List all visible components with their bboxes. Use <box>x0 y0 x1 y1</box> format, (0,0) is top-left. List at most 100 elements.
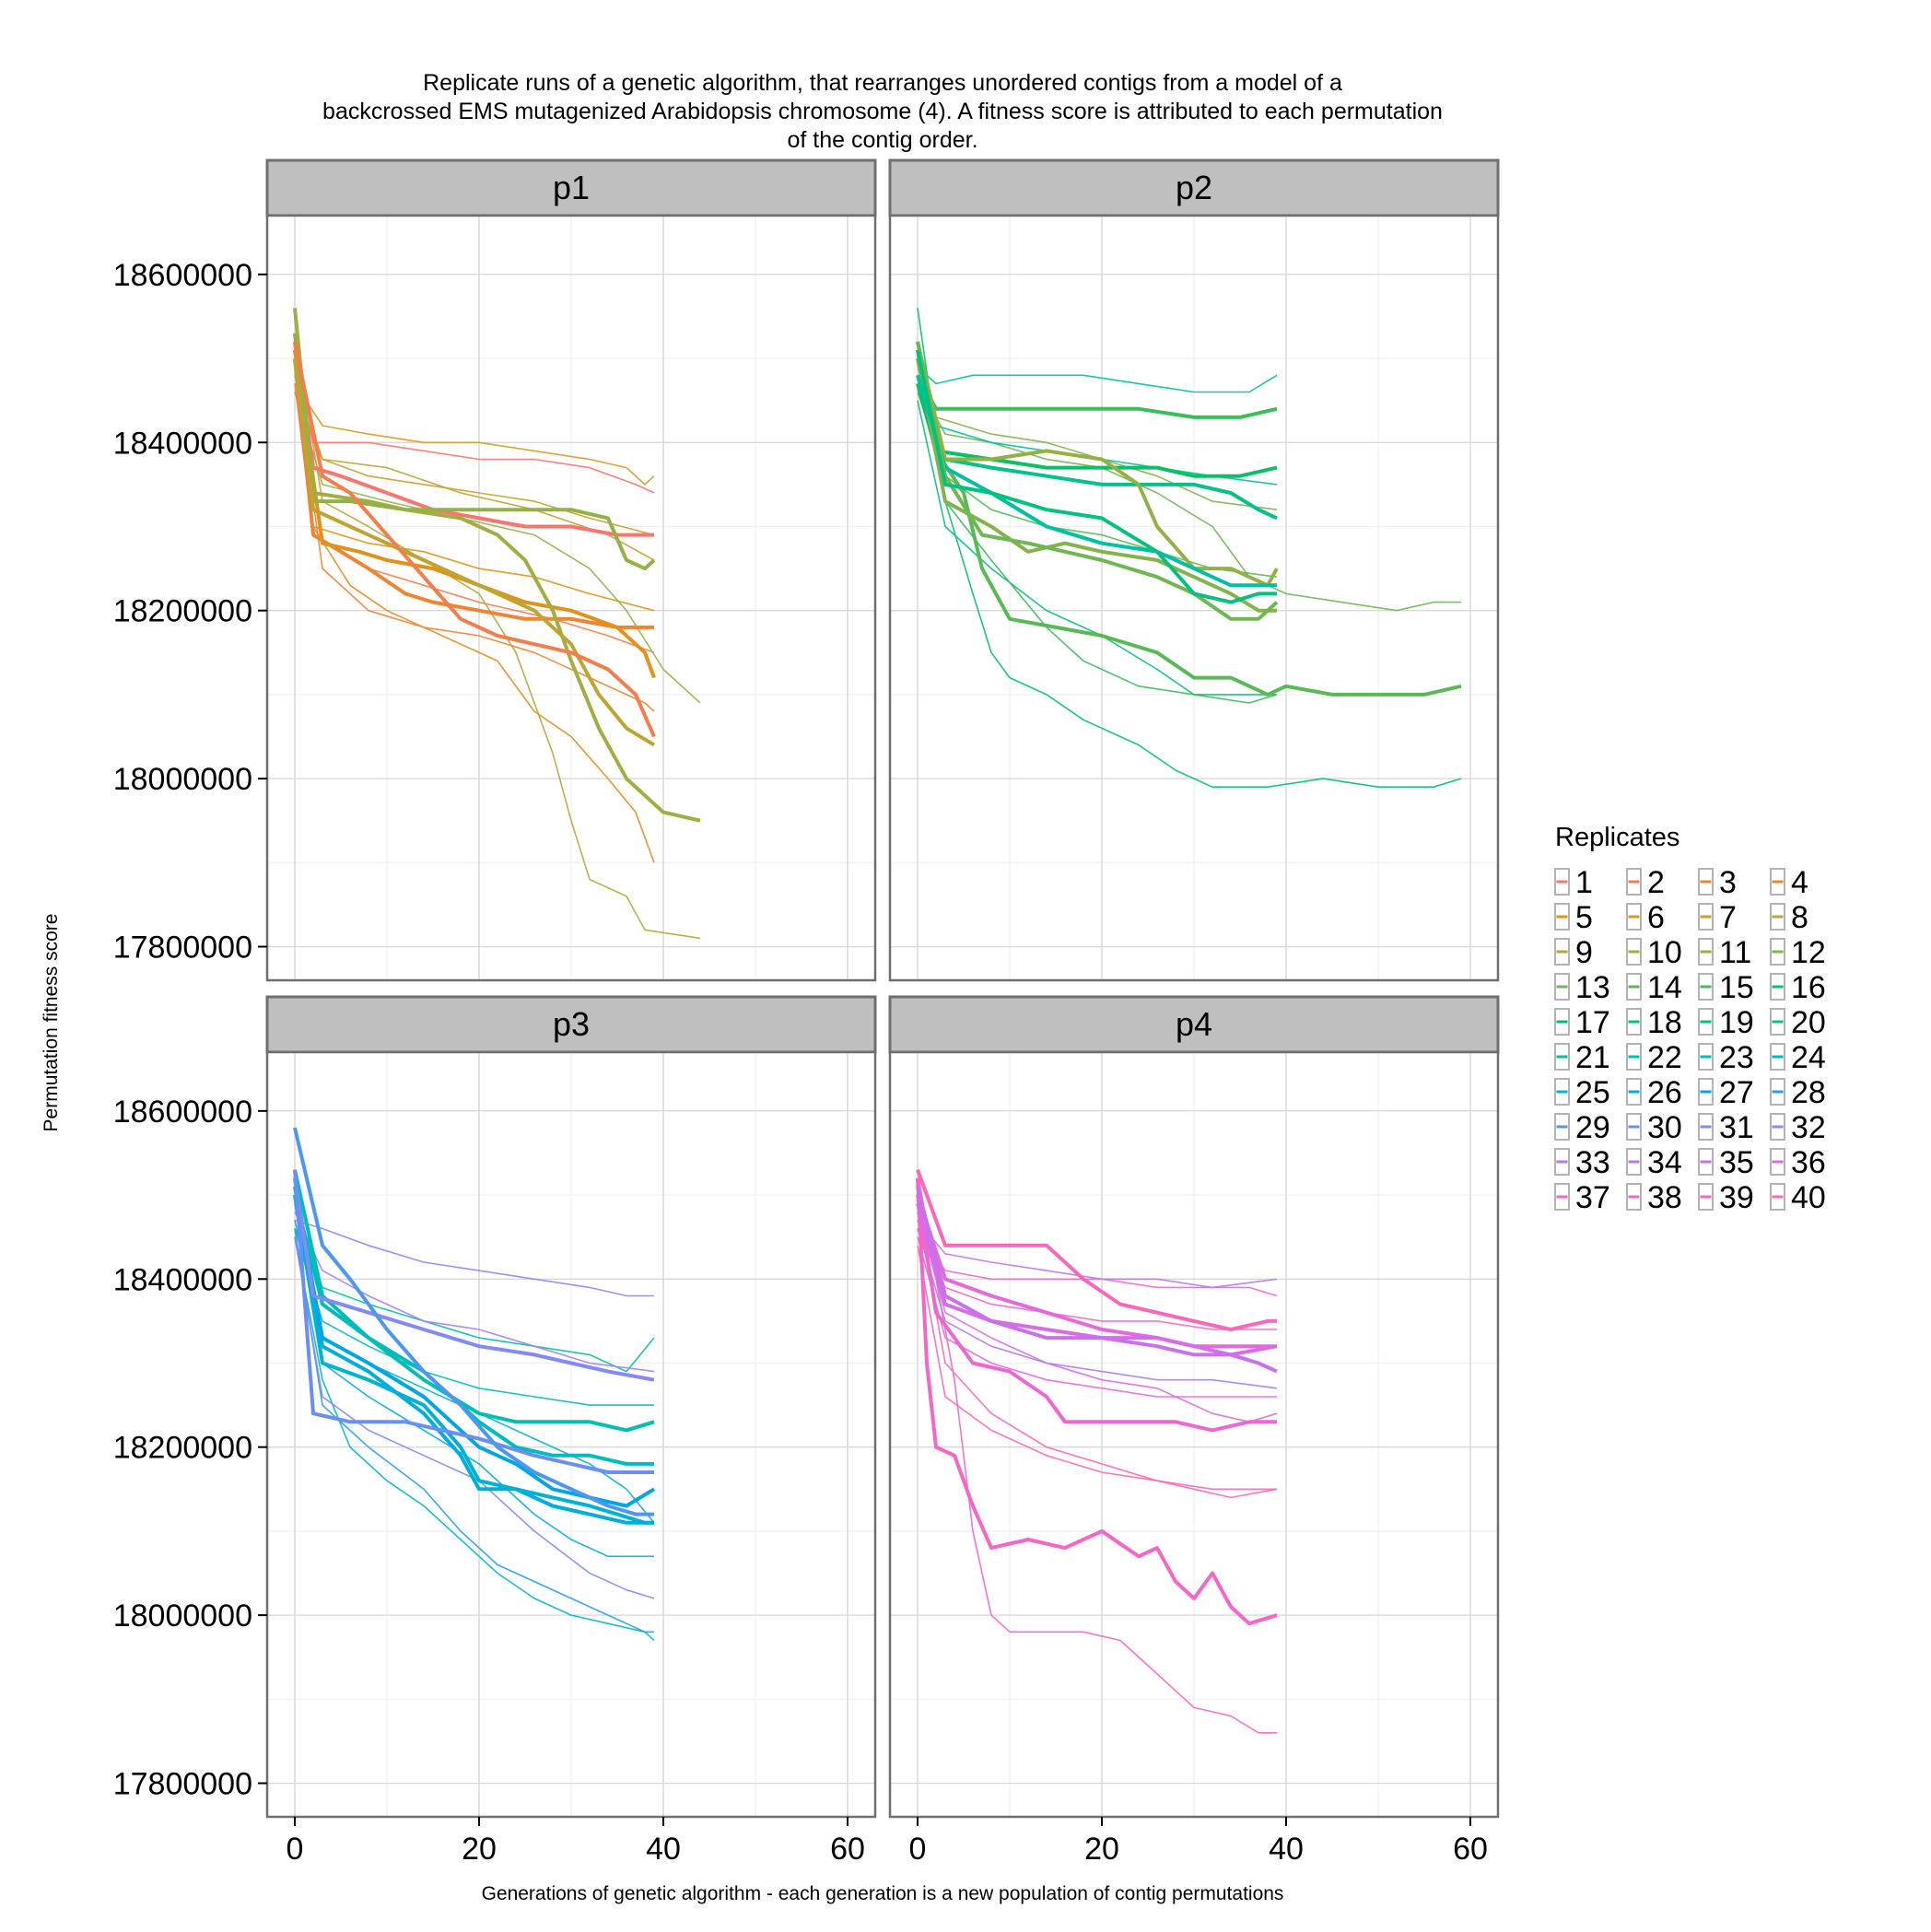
series-line <box>294 367 655 712</box>
legend-item-6: 6 <box>1626 900 1665 935</box>
legend-item-39: 39 <box>1698 1180 1754 1215</box>
series-line-bold <box>916 1169 1277 1331</box>
y-axis-title: Permutation fitness score <box>41 914 62 1132</box>
panel-p3: p3 <box>265 995 877 1819</box>
legend-item-22: 22 <box>1626 1040 1682 1075</box>
series-line <box>917 1212 1278 1423</box>
series-line-bold <box>916 1186 1278 1374</box>
series-line-bold <box>916 349 1462 697</box>
legend-item-12: 12 <box>1770 935 1826 970</box>
legend-item-1: 1 <box>1554 865 1593 900</box>
legend-label: 37 <box>1575 1180 1610 1215</box>
panel-border <box>888 1050 1500 1819</box>
x-tick-label: 40 <box>646 1832 681 1867</box>
legend-label: 25 <box>1575 1075 1610 1110</box>
legend-label: 39 <box>1719 1180 1754 1215</box>
series-line <box>294 1228 654 1633</box>
legend-label: 1 <box>1575 865 1593 900</box>
legend-item-24: 24 <box>1770 1040 1826 1075</box>
y-tick-label: 18200000 <box>113 594 252 629</box>
panel-p4: p4 <box>888 995 1500 1819</box>
series-line <box>294 1236 655 1642</box>
legend-label: 17 <box>1575 1005 1610 1040</box>
legend-label: 32 <box>1791 1110 1826 1145</box>
legend-label: 24 <box>1791 1040 1826 1075</box>
legend-label: 19 <box>1719 1005 1754 1040</box>
legend-label: 21 <box>1575 1040 1610 1075</box>
legend-item-15: 15 <box>1698 970 1754 1005</box>
facet-strip <box>265 158 877 217</box>
legend-item-2: 2 <box>1626 865 1665 900</box>
y-tick-label: 18200000 <box>113 1431 252 1466</box>
panel-p1: p1 <box>265 158 877 982</box>
legend-item-36: 36 <box>1770 1145 1826 1180</box>
series-line <box>917 366 1278 393</box>
series-line <box>294 1219 654 1297</box>
panel-p2: p2 <box>888 158 1500 982</box>
series-line <box>294 1203 654 1558</box>
legend-label: 18 <box>1647 1005 1682 1040</box>
legend-item-20: 20 <box>1770 1005 1826 1040</box>
legend-label: 15 <box>1719 970 1754 1005</box>
chart-title-line-2: backcrossed EMS mutagenized Arabidopsis … <box>322 99 1443 124</box>
legend-label: 23 <box>1719 1040 1754 1075</box>
series-line-bold <box>916 357 1278 521</box>
y-tick-label: 18400000 <box>113 426 252 461</box>
x-axis: 0 20 40 60 0 20 40 60 <box>287 1817 1488 1867</box>
series-line-bold <box>916 1194 1277 1349</box>
series-line-bold <box>916 1177 1278 1626</box>
series-line <box>294 392 655 536</box>
legend-item-27: 27 <box>1698 1075 1754 1110</box>
legend-label: 31 <box>1719 1110 1754 1145</box>
series-line-bold <box>293 1194 654 1525</box>
x-tick-label: 20 <box>462 1832 497 1867</box>
legend-item-19: 19 <box>1698 1005 1754 1040</box>
legend-label: 6 <box>1647 900 1665 935</box>
chart-title-line-1: Replicate runs of a genetic algorithm, t… <box>423 70 1342 96</box>
legend-title: Replicates <box>1555 823 1679 852</box>
x-tick-label: 20 <box>1084 1832 1119 1867</box>
legend-label: 20 <box>1791 1005 1826 1040</box>
legend-item-31: 31 <box>1698 1110 1754 1145</box>
legend-item-18: 18 <box>1626 1005 1682 1040</box>
series-line-bold <box>293 341 656 738</box>
legend-label: 4 <box>1791 865 1808 900</box>
x-tick-label: 60 <box>1453 1832 1488 1867</box>
y-tick-label: 18000000 <box>113 762 252 797</box>
series-line <box>917 1219 1278 1289</box>
chart-title-line-3: of the contig order. <box>787 127 977 153</box>
legend-label: 29 <box>1575 1110 1610 1145</box>
legend-label: 16 <box>1791 970 1826 1005</box>
series-line <box>917 1212 1278 1499</box>
legend-item-13: 13 <box>1554 970 1610 1005</box>
series-line-bold <box>916 374 1277 588</box>
legend-label: 5 <box>1575 900 1593 935</box>
series-line <box>917 375 1278 704</box>
legend-label: 8 <box>1791 900 1808 935</box>
legend-label: 34 <box>1647 1145 1682 1180</box>
legend-label: 11 <box>1719 935 1751 970</box>
series-line-bold <box>293 357 656 747</box>
legend-item-23: 23 <box>1698 1040 1754 1075</box>
facet-label: p4 <box>1176 1005 1212 1043</box>
series-line-bold <box>293 1177 655 1382</box>
series-line <box>294 1211 655 1373</box>
legend-label: 30 <box>1647 1110 1682 1145</box>
series-line-bold <box>293 1127 654 1516</box>
y-tick-label: 17800000 <box>113 931 252 966</box>
legend-label: 12 <box>1791 935 1826 970</box>
legend-item-28: 28 <box>1770 1075 1826 1110</box>
series-line-bold <box>293 1194 654 1466</box>
y-tick-label: 18000000 <box>113 1598 252 1633</box>
legend-item-32: 32 <box>1770 1110 1826 1145</box>
y-tick-label: 18600000 <box>113 258 252 293</box>
series-line-bold <box>293 333 656 571</box>
y-axis: 17800000 18000000 18200000 18400000 18600000… <box>113 258 267 1802</box>
series-line <box>294 349 655 612</box>
series-line-bold <box>293 341 654 537</box>
legend-label: 35 <box>1719 1145 1754 1180</box>
x-tick-label: 40 <box>1269 1832 1304 1867</box>
panels: p1 p2 p3 p4 <box>265 158 1500 1819</box>
